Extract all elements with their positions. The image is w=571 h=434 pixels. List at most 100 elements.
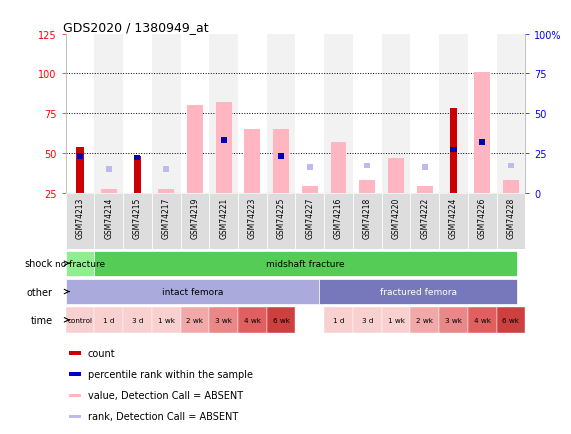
Bar <box>94 35 123 193</box>
Bar <box>381 307 411 333</box>
Bar <box>364 164 371 169</box>
Bar <box>319 279 517 305</box>
Bar <box>163 167 169 172</box>
Text: GSM74218: GSM74218 <box>363 197 372 239</box>
Text: time: time <box>31 315 53 325</box>
Bar <box>94 193 123 250</box>
Bar <box>307 165 313 171</box>
Bar <box>274 130 289 193</box>
Text: 6 wk: 6 wk <box>272 317 289 323</box>
Bar <box>468 35 497 193</box>
Bar <box>417 187 433 193</box>
Bar <box>187 106 203 193</box>
Bar <box>77 154 83 159</box>
Bar <box>411 35 439 193</box>
Bar <box>238 193 267 250</box>
Bar <box>439 35 468 193</box>
Text: 6 wk: 6 wk <box>502 317 520 323</box>
Text: rank, Detection Call = ABSENT: rank, Detection Call = ABSENT <box>88 411 238 421</box>
Bar <box>324 307 353 333</box>
Text: 1 d: 1 d <box>103 317 115 323</box>
Bar <box>497 193 525 250</box>
Bar <box>77 147 83 193</box>
Bar <box>180 307 210 333</box>
Text: GSM74216: GSM74216 <box>334 197 343 239</box>
Bar <box>468 193 497 250</box>
Bar <box>508 164 514 169</box>
Bar <box>267 193 296 250</box>
Bar <box>324 35 353 193</box>
Text: GSM74228: GSM74228 <box>506 197 516 239</box>
Bar <box>101 190 116 193</box>
Bar <box>475 73 490 193</box>
Bar <box>353 307 381 333</box>
Bar <box>324 193 353 250</box>
Bar <box>210 193 238 250</box>
Bar <box>388 158 404 193</box>
Text: GSM74227: GSM74227 <box>305 197 315 239</box>
Bar <box>69 352 81 355</box>
Text: GSM74213: GSM74213 <box>75 197 85 239</box>
Bar <box>267 35 296 193</box>
Bar <box>123 35 152 193</box>
Bar <box>216 103 232 193</box>
Text: 1 wk: 1 wk <box>158 317 175 323</box>
Bar <box>66 193 94 250</box>
Bar <box>497 35 525 193</box>
Bar <box>66 279 319 305</box>
Bar <box>69 394 81 397</box>
Text: GSM74219: GSM74219 <box>191 197 199 239</box>
Bar <box>450 109 457 193</box>
Bar <box>468 307 497 333</box>
Bar <box>296 193 324 250</box>
Bar <box>244 130 260 193</box>
Bar <box>353 193 381 250</box>
Bar <box>152 35 180 193</box>
Bar <box>411 193 439 250</box>
Text: shock: shock <box>25 259 53 269</box>
Bar <box>135 155 140 161</box>
Bar <box>353 35 381 193</box>
Text: other: other <box>27 287 53 297</box>
Bar <box>296 35 324 193</box>
Text: GSM74220: GSM74220 <box>392 197 400 239</box>
Text: 3 wk: 3 wk <box>215 317 232 323</box>
Bar <box>422 165 428 171</box>
Bar <box>158 190 174 193</box>
Bar <box>381 193 411 250</box>
Bar <box>180 193 210 250</box>
Text: GSM74225: GSM74225 <box>276 197 286 239</box>
Text: fractured femora: fractured femora <box>380 287 457 296</box>
Text: 4 wk: 4 wk <box>244 317 261 323</box>
Bar <box>220 138 227 144</box>
Bar <box>210 35 238 193</box>
Bar <box>451 148 456 153</box>
Text: 2 wk: 2 wk <box>416 317 433 323</box>
Text: 3 wk: 3 wk <box>445 317 462 323</box>
Bar <box>278 154 284 159</box>
Text: 2 wk: 2 wk <box>187 317 203 323</box>
Bar <box>238 35 267 193</box>
Bar <box>331 142 347 193</box>
Text: GSM74217: GSM74217 <box>162 197 171 239</box>
Text: GSM74222: GSM74222 <box>420 197 429 239</box>
Bar <box>359 181 375 193</box>
Bar <box>66 307 94 333</box>
Bar <box>180 35 210 193</box>
Text: 1 wk: 1 wk <box>388 317 404 323</box>
Bar <box>238 307 267 333</box>
Text: count: count <box>88 349 115 358</box>
Text: GSM74215: GSM74215 <box>133 197 142 239</box>
Bar <box>497 307 525 333</box>
Text: no fracture: no fracture <box>55 259 105 268</box>
Bar <box>267 307 296 333</box>
Bar <box>66 35 94 193</box>
Text: GSM74223: GSM74223 <box>248 197 257 239</box>
Bar <box>94 307 123 333</box>
Bar <box>123 193 152 250</box>
Bar <box>479 140 485 145</box>
Text: GSM74226: GSM74226 <box>478 197 486 239</box>
Text: 4 wk: 4 wk <box>474 317 490 323</box>
Bar <box>69 373 81 376</box>
Bar <box>439 193 468 250</box>
